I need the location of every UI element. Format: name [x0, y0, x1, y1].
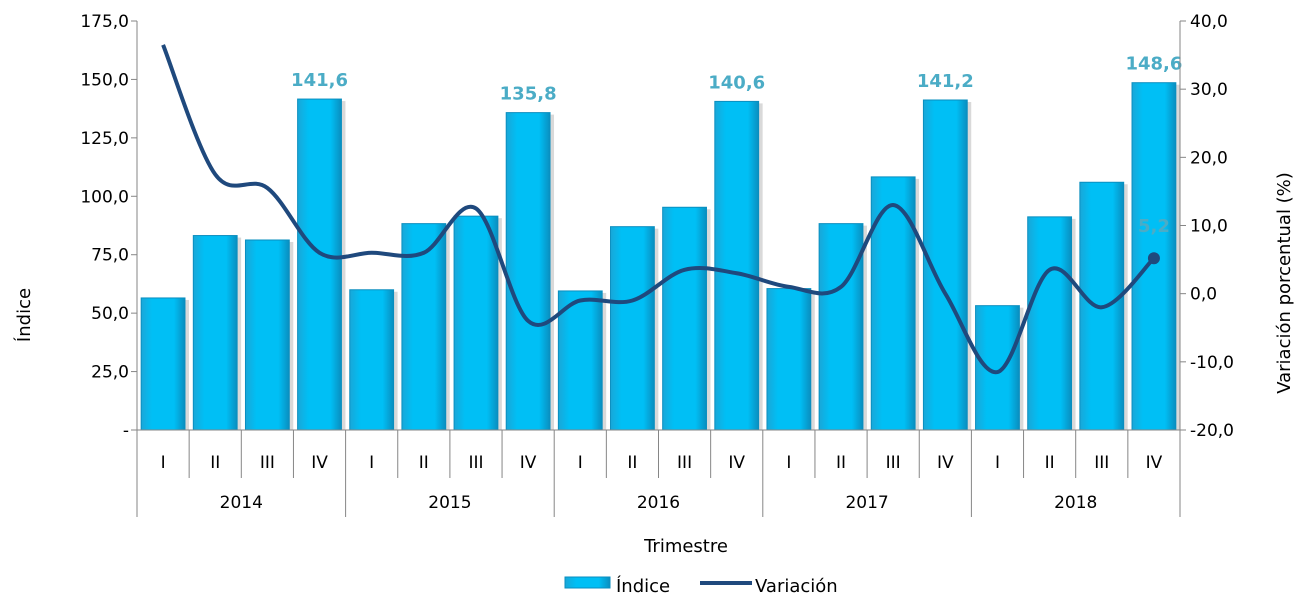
- quarter-label: III: [677, 453, 692, 473]
- bar: [870, 176, 916, 431]
- quarter-label: III: [886, 453, 901, 473]
- y2-tick-label: 10,0: [1190, 217, 1228, 237]
- year-label: 2018: [1054, 493, 1097, 513]
- legend: Índice Variación: [564, 575, 838, 597]
- line-data-label: 5,2: [1138, 216, 1170, 237]
- quarter-label: I: [161, 453, 166, 473]
- bar-data-label: 135,8: [500, 84, 557, 105]
- year-label: 2016: [637, 493, 680, 513]
- legend-swatch-indice: [564, 576, 611, 589]
- y-tick-label: 100,0: [80, 187, 129, 207]
- quarter-label: I: [369, 453, 374, 473]
- y-tick-label: 125,0: [80, 129, 129, 149]
- variation-line: [161, 44, 1156, 375]
- quarter-label: III: [1094, 453, 1109, 473]
- bar: [349, 289, 395, 431]
- quarter-label: IV: [728, 453, 745, 473]
- bar: [297, 98, 342, 431]
- bar-data-label: 140,6: [708, 72, 765, 93]
- bar-data-label: 148,6: [1125, 54, 1182, 75]
- year-label: 2014: [220, 493, 263, 513]
- bar: [662, 206, 707, 431]
- y-tick-label: 75,0: [91, 246, 129, 266]
- y2-tick-label: -10,0: [1190, 353, 1234, 373]
- axes: - 25,0 50,0 75,0 100,0 125,0 150,0 175,0 -20,0 -1…: [80, 12, 1234, 517]
- x-axis-title: Trimestre: [643, 536, 728, 557]
- y-tick-label: -: [123, 421, 129, 441]
- y-tick-label: 175,0: [80, 12, 129, 32]
- bar-series-indice: [140, 82, 1180, 431]
- y-axis-title: Índice: [13, 288, 35, 342]
- year-label: 2017: [845, 493, 888, 513]
- bar: [557, 290, 603, 431]
- line-series-variacion: [161, 44, 1160, 375]
- quarter-label: IV: [311, 453, 328, 473]
- bar: [453, 215, 499, 431]
- y2-tick-label: 0,0: [1190, 285, 1217, 305]
- bar: [140, 297, 186, 431]
- quarter-label: I: [578, 453, 583, 473]
- y-tick-label: 50,0: [91, 304, 129, 324]
- y-tick-label: 25,0: [91, 363, 129, 383]
- bar: [610, 226, 655, 431]
- legend-label-indice: Índice: [616, 575, 670, 597]
- quarter-label: II: [210, 453, 220, 473]
- legend-label-variacion: Variación: [755, 576, 838, 597]
- quarter-label: II: [419, 453, 429, 473]
- bar: [1027, 216, 1073, 431]
- bar: [975, 305, 1020, 431]
- bar: [766, 288, 812, 431]
- data-labels: 141,6 135,8 140,6 141,2 148,6 5,2: [291, 54, 1182, 238]
- quarter-label: III: [468, 453, 483, 473]
- y2-tick-label: -20,0: [1190, 421, 1234, 441]
- y2-axis-title: Variación porcentual (%): [1274, 172, 1295, 394]
- bar: [192, 235, 238, 431]
- quarter-label: I: [995, 453, 1000, 473]
- y2-tick-label: 30,0: [1190, 80, 1228, 100]
- bar: [818, 223, 864, 431]
- bar: [714, 100, 760, 431]
- bar-data-label: 141,6: [291, 70, 348, 91]
- y2-tick-label: 40,0: [1190, 12, 1228, 32]
- quarter-label: II: [1045, 453, 1055, 473]
- quarter-label: I: [786, 453, 791, 473]
- quarter-label: IV: [937, 453, 954, 473]
- year-label: 2015: [428, 493, 471, 513]
- quarter-label: III: [260, 453, 275, 473]
- bar: [244, 239, 290, 431]
- y-tick-label: 150,0: [80, 70, 129, 90]
- quarter-label: II: [836, 453, 846, 473]
- quarter-label: II: [627, 453, 637, 473]
- quarter-label: IV: [1146, 453, 1163, 473]
- line-point: [1147, 252, 1160, 265]
- bar: [505, 112, 551, 431]
- bar-data-label: 141,2: [917, 71, 974, 92]
- y2-tick-label: 20,0: [1190, 148, 1228, 168]
- bar: [401, 223, 447, 431]
- quarter-label: IV: [520, 453, 537, 473]
